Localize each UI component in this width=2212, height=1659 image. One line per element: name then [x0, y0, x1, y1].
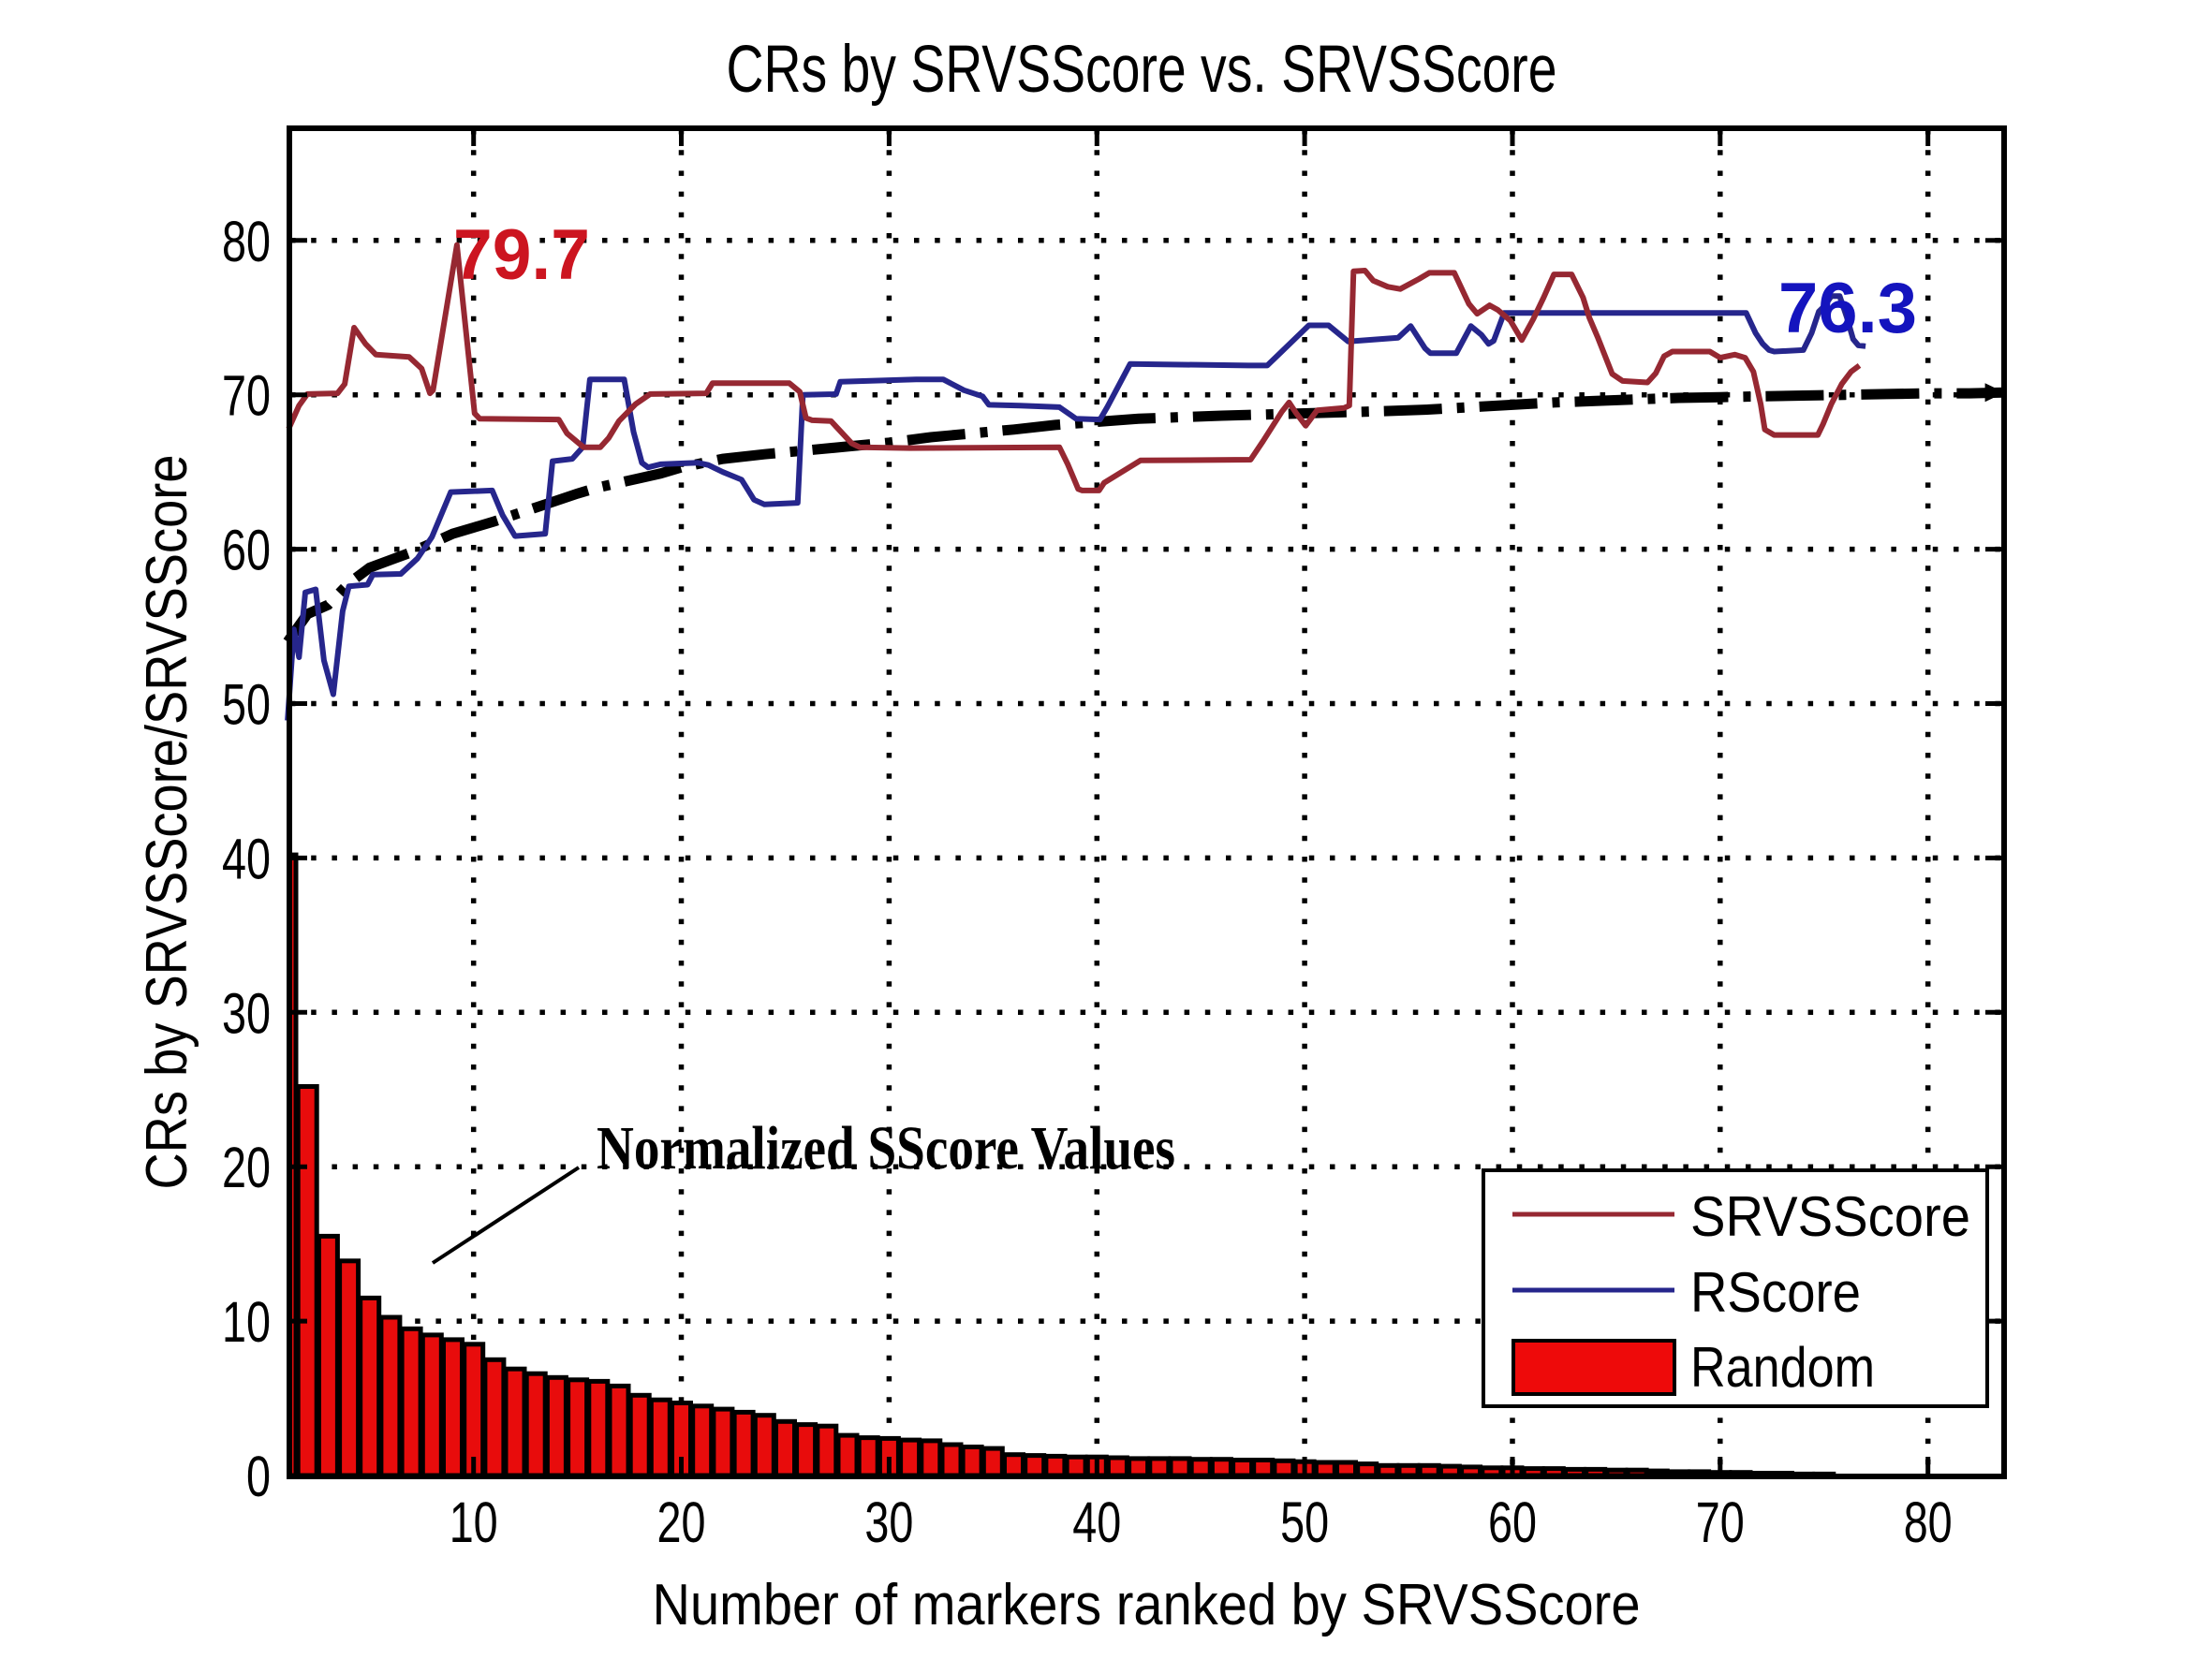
svg-text:10: 10 [450, 1490, 498, 1554]
svg-text:Random: Random [1690, 1336, 1875, 1399]
svg-text:80: 80 [1904, 1490, 1953, 1554]
svg-text:76.3: 76.3 [1778, 269, 1917, 348]
svg-text:60: 60 [1488, 1490, 1537, 1554]
svg-text:80: 80 [222, 210, 271, 273]
svg-text:79.7: 79.7 [453, 215, 590, 295]
svg-text:10: 10 [222, 1290, 271, 1354]
svg-text:60: 60 [222, 519, 271, 582]
svg-text:SRVSScore: SRVSScore [1690, 1185, 1970, 1248]
svg-text:20: 20 [222, 1136, 271, 1199]
svg-text:50: 50 [222, 673, 271, 737]
svg-text:30: 30 [864, 1490, 913, 1554]
svg-text:Normalized SScore Values: Normalized SScore Values [597, 1114, 1175, 1182]
svg-text:CRs by SRVSScore/SRVSScore: CRs by SRVSScore/SRVSScore [135, 455, 199, 1190]
svg-text:Number of markers ranked by SR: Number of markers ranked by SRVSScore [653, 1573, 1641, 1637]
svg-text:RScore: RScore [1690, 1261, 1861, 1324]
svg-text:40: 40 [222, 827, 271, 890]
svg-text:40: 40 [1072, 1490, 1121, 1554]
svg-text:70: 70 [1696, 1490, 1745, 1554]
svg-text:20: 20 [657, 1490, 706, 1554]
svg-text:30: 30 [222, 981, 271, 1045]
svg-text:50: 50 [1280, 1490, 1329, 1554]
svg-text:CRs by SRVSScore vs. SRVSScore: CRs by SRVSScore vs. SRVSScore [727, 33, 1557, 107]
svg-text:70: 70 [222, 364, 271, 428]
svg-text:0: 0 [246, 1445, 271, 1508]
